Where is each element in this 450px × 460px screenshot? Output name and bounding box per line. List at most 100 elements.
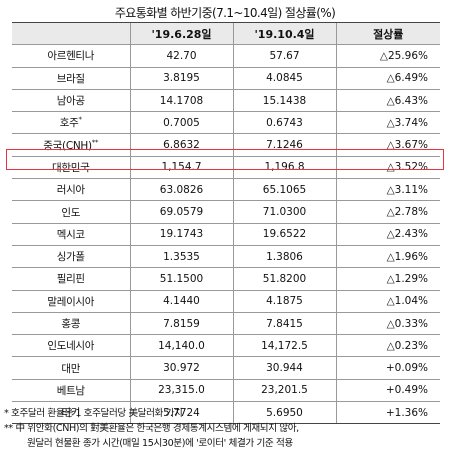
rate-end-text: 23,201.5	[261, 384, 308, 397]
rate-end-text: 57.67	[269, 49, 300, 62]
rate-end: 57.67	[232, 44, 336, 68]
currency-name: 터키	[12, 401, 130, 425]
table-row: 말레이시아 4.1440 4.1875 △1.04%	[12, 289, 440, 313]
table-row: 베트남 23,315.0 23,201.5 +0.49%	[12, 378, 440, 403]
appreciation-rate-text: △3.11%	[386, 183, 428, 196]
currency-name: 인도	[12, 200, 130, 224]
currency-name: 남아공	[12, 88, 130, 113]
appreciation-rate-text: △1.04%	[386, 295, 428, 308]
rate-end: 1.3806	[232, 244, 336, 269]
appreciation-rate: △3.67%	[335, 133, 440, 157]
rate-start: 19.1743	[129, 222, 233, 246]
currency-name: 멕시코	[12, 222, 130, 246]
rate-end: 15.1438	[232, 88, 336, 113]
currency-name-text: 홍콩	[61, 318, 81, 330]
table-row: 인도네시아 14,140.0 14,172.5 △0.23%	[12, 334, 440, 358]
table-row: 대만 30.972 30.944 +0.09%	[12, 356, 440, 380]
currency-name-text: 싱가폴	[56, 251, 85, 264]
rate-start-text: 42.70	[166, 49, 197, 62]
rate-start-text: 1.3535	[163, 250, 200, 263]
appreciation-rate: △3.74%	[335, 111, 440, 135]
table-row: 싱가폴 1.3535 1.3806 △1.96%	[12, 244, 440, 269]
table-row: 멕시코 19.1743 19.6522 △2.43%	[12, 222, 440, 246]
appreciation-rate: △1.96%	[335, 244, 440, 269]
appreciation-rate: △0.23%	[335, 334, 440, 358]
table-row: 대한민국 1,154.7 1,196.8 △3.52%	[12, 155, 440, 180]
rate-start: 30.972	[129, 356, 233, 380]
appreciation-rate: △2.78%	[335, 200, 440, 224]
currency-name-text: 대한민국	[52, 161, 90, 174]
appreciation-rate: △0.33%	[335, 311, 440, 336]
rate-start: 7.8159	[129, 311, 233, 336]
currency-name-text: 베트남	[56, 384, 85, 397]
currency-name-text: 인도네시아	[47, 340, 95, 353]
currency-name-text: 러시아	[56, 184, 85, 197]
appreciation-rate: △6.49%	[335, 66, 440, 90]
rate-end: 5.6950	[232, 401, 336, 425]
rate-end: 65.1065	[232, 178, 336, 202]
rate-start: 14,140.0	[129, 334, 233, 358]
rate-start-text: 6.8632	[163, 139, 200, 152]
rate-end-text: 65.1065	[262, 183, 307, 196]
currency-name-text: 인도	[61, 206, 81, 219]
rate-end-text: 30.944	[266, 362, 303, 375]
currency-name-text: 말레이시아	[47, 295, 95, 308]
table-row: 필리핀 51.1500 51.8200 △1.29%	[12, 267, 440, 291]
rate-start: 14.1708	[129, 88, 233, 113]
rate-end: 0.6743	[232, 111, 336, 135]
rate-end: 4.0845	[232, 66, 336, 90]
rate-start: 6.8632	[129, 133, 233, 157]
appreciation-rate: △2.43%	[335, 222, 440, 246]
rate-end: 14,172.5	[232, 334, 336, 358]
appreciation-rate: △1.04%	[335, 289, 440, 313]
currency-name-text: 아르헨티나	[47, 50, 95, 63]
table-row: 브라질 3.8195 4.0845 △6.49%	[12, 66, 440, 90]
footnotes: * 호주달러 환율은 1 호주달러당 美달러화 가치 ** 中 위안화(CNH)…	[4, 406, 448, 451]
appreciation-rate-text: △0.23%	[386, 339, 428, 352]
currency-name-text: 터키	[61, 407, 81, 420]
currency-name: 인도네시아	[12, 334, 130, 358]
currency-name-text: 남아공	[56, 95, 85, 108]
header-date-end: '19.10.4일	[232, 21, 336, 46]
table-body: 아르헨티나 42.70 57.67 △25.96% 브라질 3.8195 4.0845 △6.…	[12, 44, 440, 425]
rate-start: 3.8195	[129, 66, 233, 90]
footnote-marker: **	[91, 138, 99, 147]
appreciation-rate-text: △3.67%	[386, 139, 428, 152]
table-row: 러시아 63.0826 65.1065 △3.11%	[12, 178, 440, 202]
appreciation-rate-text: +0.49%	[385, 384, 428, 397]
rate-end: 30.944	[232, 356, 336, 380]
rate-start: 0.7005	[129, 111, 233, 135]
rate-end-text: 4.0845	[266, 72, 303, 85]
appreciation-rate-text: △3.74%	[386, 116, 428, 129]
rate-start-text: 4.1440	[163, 295, 200, 308]
table-row: 터키 5.7724 5.6950 +1.36%	[12, 401, 440, 425]
footnote-3: 원달러 현물환 종가 시간(매일 15시30분)에 '로이터' 체결가 기준 적…	[27, 438, 293, 449]
appreciation-rate-text: +0.09%	[385, 362, 428, 375]
rate-end: 1,196.8	[232, 155, 336, 180]
header-currency	[12, 21, 130, 46]
rate-end: 4.1875	[232, 289, 336, 313]
rate-end-text: 71.0300	[262, 206, 307, 219]
currency-name: 대만	[12, 356, 130, 380]
currency-name-text: 중국(CNH)	[43, 139, 92, 152]
rate-end: 7.8415	[232, 311, 336, 336]
currency-name: 말레이시아	[12, 289, 130, 313]
currency-name: 필리핀	[12, 267, 130, 291]
appreciation-rate-text: △2.78%	[386, 206, 428, 219]
appreciation-rate-text: △1.29%	[386, 272, 428, 285]
rate-start-text: 30.972	[163, 362, 200, 375]
table-title: 주요통화별 하반기중(7.1~10.4일) 절상률(%)	[114, 6, 336, 20]
appreciation-rate-text: △1.96%	[386, 250, 428, 263]
appreciation-rate-text: △2.43%	[386, 228, 428, 241]
rate-end-text: 4.1875	[266, 295, 303, 308]
rate-start-text: 23,315.0	[158, 384, 205, 397]
footnote-1: * 호주달러 환율은 1 호주달러당 美달러화 가치	[4, 408, 183, 419]
rate-start: 4.1440	[129, 289, 233, 313]
appreciation-rate-text: △6.43%	[386, 94, 428, 107]
rate-end-text: 5.6950	[266, 406, 303, 419]
rate-end-text: 0.6743	[266, 116, 303, 129]
rate-end: 51.8200	[232, 267, 336, 291]
header-date-start: '19.6.28일	[129, 21, 233, 46]
currency-name-text: 멕시코	[56, 228, 85, 241]
rate-start-text: 51.1500	[159, 272, 204, 285]
